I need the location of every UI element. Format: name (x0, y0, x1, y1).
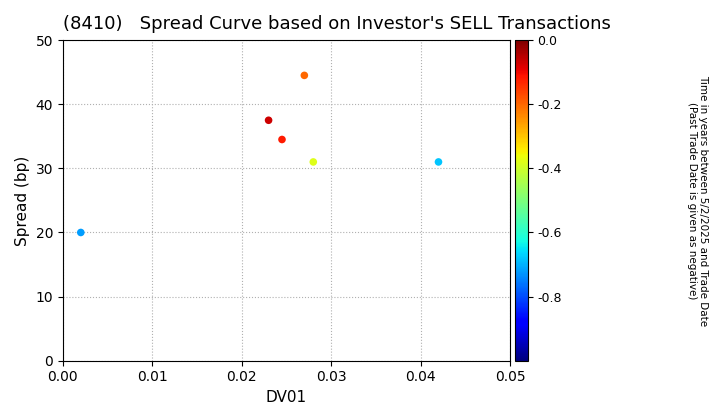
Point (307, 159, 319, 165)
Y-axis label: Spread (bp): Spread (bp) (15, 155, 30, 246)
Point (75, 229, 86, 236)
Text: (8410)   Spread Curve based on Investor's SELL Transactions: (8410) Spread Curve based on Investor's … (63, 15, 611, 33)
X-axis label: DV01: DV01 (266, 390, 307, 405)
Point (276, 136, 288, 143)
Y-axis label: Time in years between 5/2/2025 and Trade Date
(Past Trade Date is given as negat: Time in years between 5/2/2025 and Trade… (687, 75, 708, 326)
Point (299, 72, 310, 79)
Point (433, 159, 444, 165)
Point (263, 117, 274, 123)
